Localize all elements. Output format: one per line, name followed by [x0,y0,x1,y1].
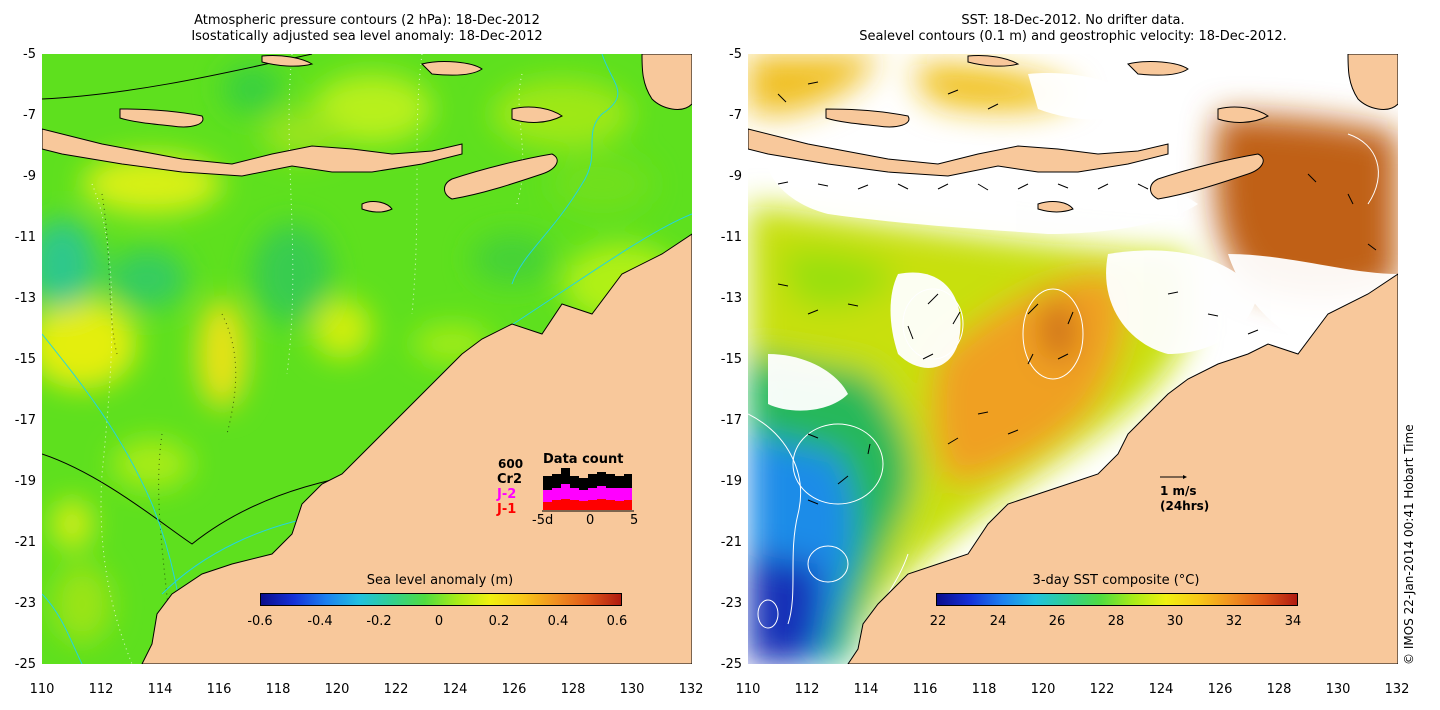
y-tick: -15 [720,352,742,367]
mission-label-cr2: Cr2 [497,472,522,487]
data-count-max: 600 [498,457,524,471]
vector-scale-sub: (24hrs) [1160,499,1210,513]
colorbar-tick: -0.6 [247,614,273,629]
data-count-axis-start: -5d [532,513,554,528]
y-tick: -21 [720,535,742,550]
x-tick: 128 [1266,682,1292,697]
colorbar-tick: -0.2 [366,614,392,629]
x-tick: 114 [853,682,879,697]
colorbar-tick: 0.4 [547,614,569,629]
y-tick: -15 [14,352,36,367]
y-tick: -17 [14,413,36,428]
right-colorbar-title: 3-day SST composite (°C) [1032,573,1200,588]
land [748,54,1398,664]
x-tick: 114 [147,682,173,697]
credit-text: © IMOS 22-Jan-2014 00:41 Hobart Time [1402,424,1416,665]
left-colorbar-title: Sea level anomaly (m) [366,573,514,588]
y-tick: -13 [14,291,36,306]
colorbar-tick: 0.6 [606,614,628,629]
y-tick: -11 [720,230,742,245]
right-title-line1: SST: 18-Dec-2012. No drifter data. [961,13,1185,28]
y-tick: -21 [14,535,36,550]
x-tick: 110 [29,682,55,697]
x-tick: 126 [1207,682,1233,697]
colorbar-tick: 0.2 [488,614,510,629]
x-tick: 120 [1030,682,1056,697]
y-tick: -19 [14,474,36,489]
pressure-contours [91,54,524,664]
x-tick: 112 [794,682,820,697]
data-count-title: Data count [543,452,624,467]
y-tick: -25 [14,657,36,672]
y-tick: -5 [729,47,742,62]
x-tick: 132 [1384,682,1410,697]
x-tick: 122 [383,682,409,697]
bar-stack [543,468,632,510]
y-tick: -13 [720,291,742,306]
y-tick: -17 [720,413,742,428]
x-tick: 110 [735,682,761,697]
left-colorbar [260,593,622,606]
y-tick: -9 [729,169,742,184]
y-tick: -9 [23,169,36,184]
data-count-axis-end: 5 [630,513,639,528]
sea-level-anomaly-map [42,54,692,664]
y-tick: -25 [720,657,742,672]
colorbar-tick: 22 [929,614,947,629]
x-tick: 128 [560,682,586,697]
x-tick: 124 [442,682,468,697]
x-tick: 126 [501,682,527,697]
sea-level-anomaly-svg [42,54,692,664]
sst-field [748,54,1398,664]
y-tick: -23 [720,596,742,611]
x-tick: 118 [971,682,997,697]
x-tick: 130 [1325,682,1351,697]
colorbar-tick: 32 [1225,614,1243,629]
right-title-line2: Sealevel contours (0.1 m) and geostrophi… [859,29,1287,44]
y-tick: -23 [14,596,36,611]
colorbar-tick: -0.4 [307,614,333,629]
colorbar-tick: 30 [1166,614,1184,629]
land [42,54,692,664]
x-tick: 132 [678,682,704,697]
x-tick: 122 [1089,682,1115,697]
vector-scale-label: 1 m/s [1160,484,1197,498]
colorbar-tick: 28 [1107,614,1125,629]
colorbar-tick: 24 [989,614,1007,629]
colorbar-tick: 0 [434,614,444,629]
mission-label-j1: J-1 [497,502,517,517]
left-title-line2: Isostatically adjusted sea level anomaly… [191,29,543,44]
x-tick: 116 [206,682,232,697]
colorbar-tick: 34 [1284,614,1302,629]
x-tick: 116 [912,682,938,697]
mission-label-j2: J-2 [497,487,517,502]
right-colorbar [936,593,1298,606]
x-tick: 120 [324,682,350,697]
sst-svg [748,54,1398,664]
y-tick: -7 [23,108,36,123]
data-count-bars [542,468,634,512]
x-tick: 118 [265,682,291,697]
colorbar-tick: 26 [1048,614,1066,629]
y-tick: -19 [720,474,742,489]
y-tick: -7 [729,108,742,123]
x-tick: 112 [88,682,114,697]
y-tick: -5 [23,47,36,62]
sst-map [748,54,1398,664]
x-tick: 130 [619,682,645,697]
left-title-line1: Atmospheric pressure contours (2 hPa): 1… [194,13,540,28]
x-tick: 124 [1148,682,1174,697]
y-tick: -11 [14,230,36,245]
data-count-axis-mid: 0 [586,513,595,528]
